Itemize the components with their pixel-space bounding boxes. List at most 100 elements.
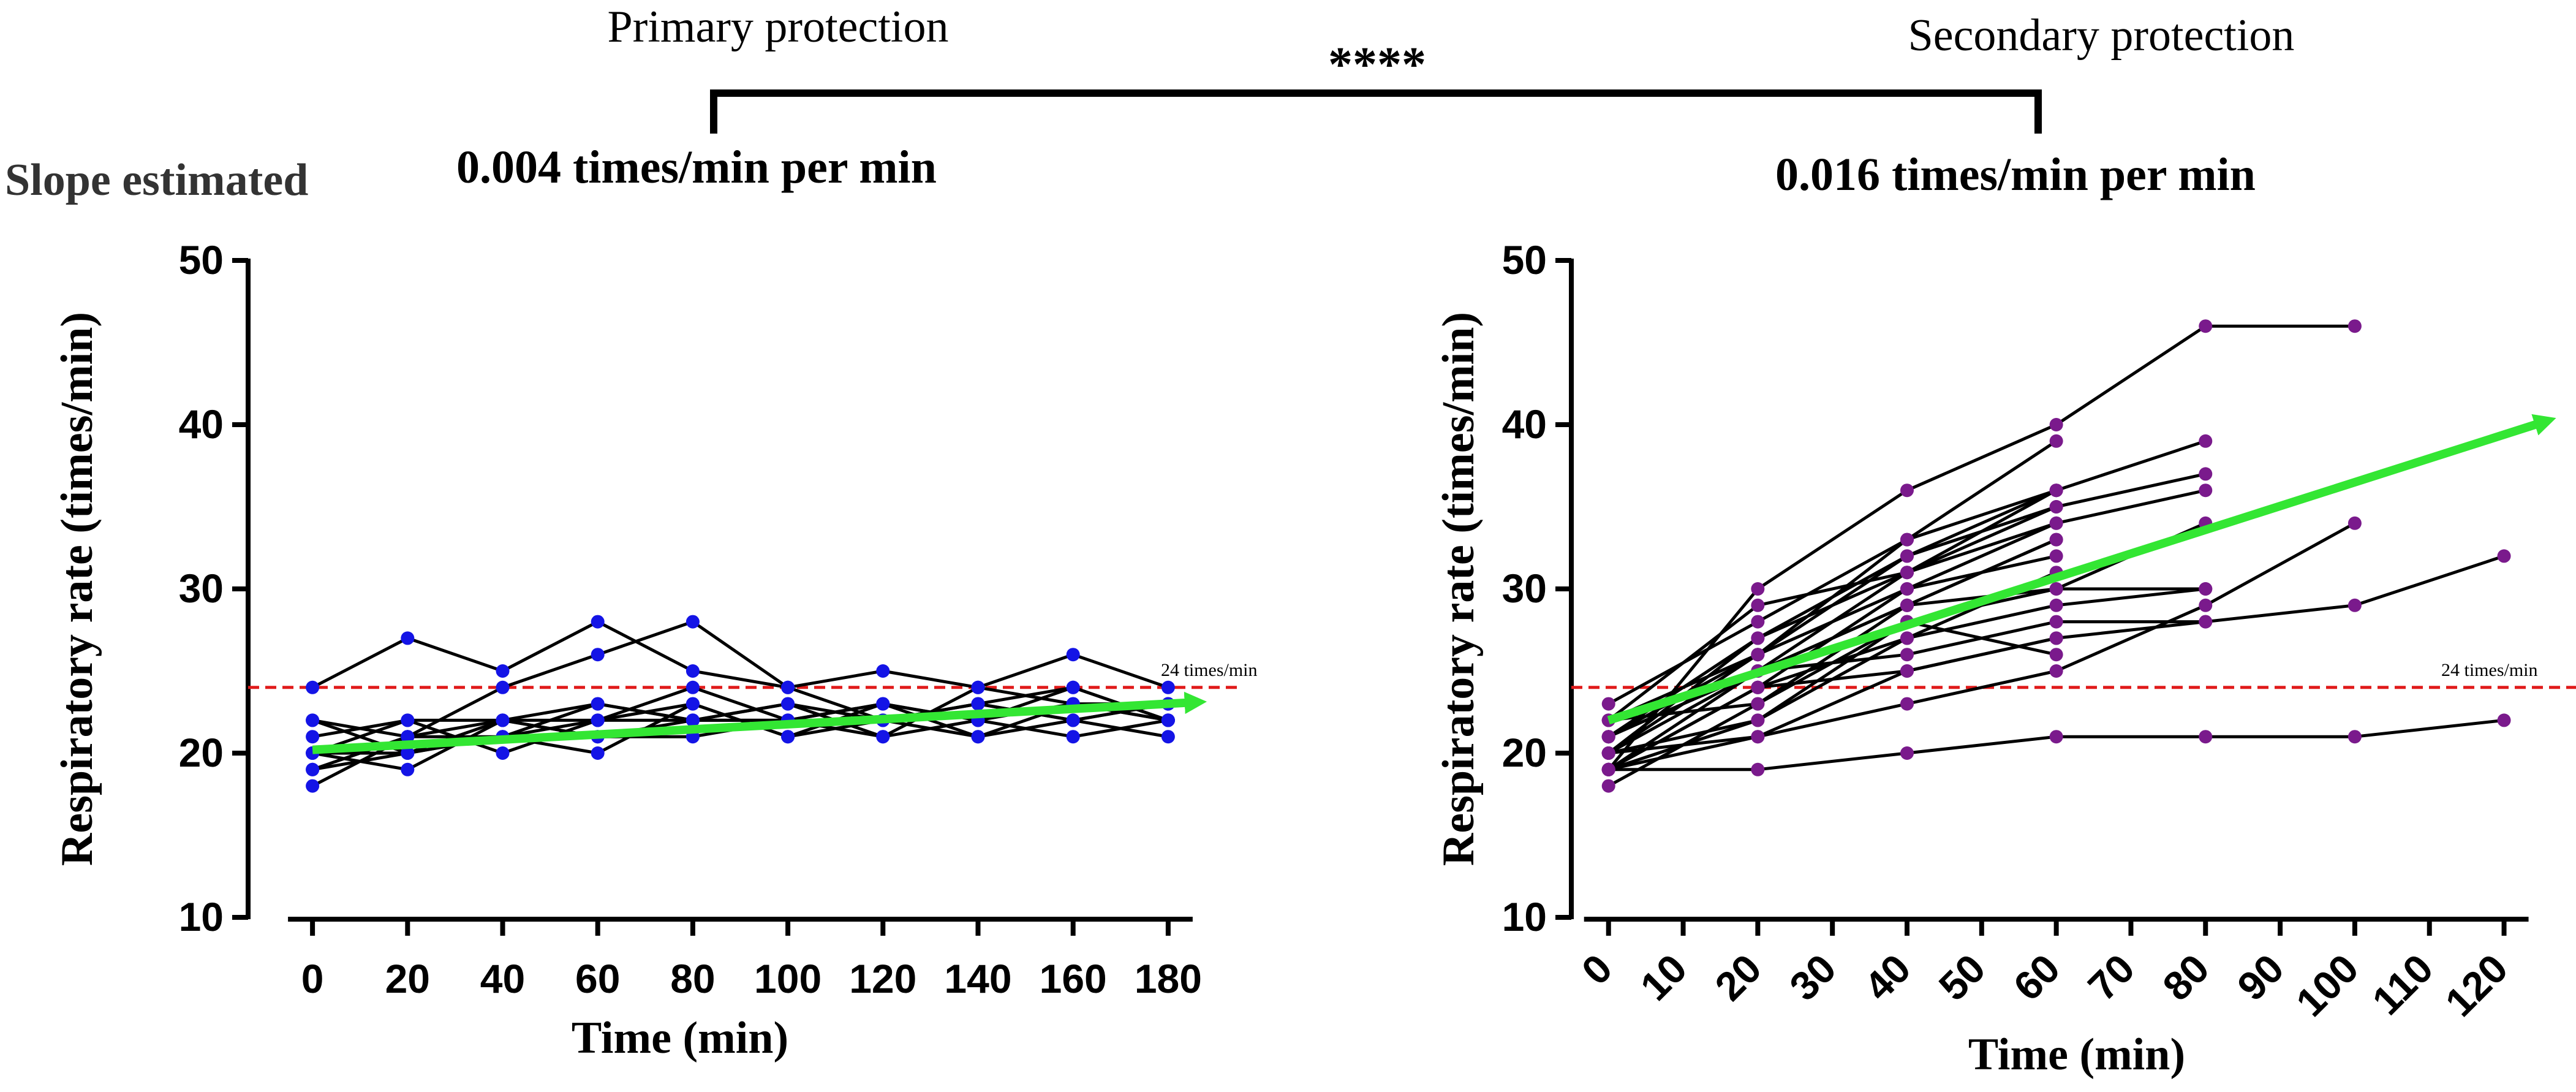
data-point xyxy=(2199,730,2213,744)
data-point xyxy=(2199,615,2213,629)
data-point xyxy=(1601,779,1615,793)
data-point xyxy=(1900,598,1914,612)
series-line xyxy=(1607,521,2057,722)
series-line xyxy=(311,620,1169,689)
x-tick-label: 60 xyxy=(2004,946,2068,1009)
data-point xyxy=(1161,680,1175,694)
x-tick-label: 30 xyxy=(1781,946,1845,1009)
slope-title: Slope estimated xyxy=(5,155,308,205)
x-tick-label: 180 xyxy=(1135,956,1202,1001)
data-point xyxy=(971,697,985,711)
x-tick-label: 20 xyxy=(1706,946,1770,1009)
x-tick-label: 100 xyxy=(754,956,822,1001)
data-point xyxy=(2199,598,2213,612)
y-axis-title: Respiratory rate (times/min) xyxy=(1433,312,1484,866)
primary-protection-chart: 10 20 30 40 50 0 20 40 60 80 100 120 140 160 180 Time (… xyxy=(52,237,1258,1063)
data-point xyxy=(1900,648,1914,662)
x-tick-label: 40 xyxy=(1856,946,1919,1009)
data-point xyxy=(401,746,415,760)
secondary-slope-value: 0.016 times/min per min xyxy=(1775,149,2256,200)
x-tick-label: 20 xyxy=(385,956,430,1001)
data-point xyxy=(1900,631,1914,645)
data-point xyxy=(2049,648,2063,662)
x-tick-label: 0 xyxy=(1573,946,1620,993)
x-tick-label: 10 xyxy=(1631,946,1695,1009)
y-tick-label: 20 xyxy=(1502,730,1547,775)
data-point xyxy=(1066,680,1080,694)
data-point xyxy=(2347,516,2362,530)
y-tick-label: 40 xyxy=(179,401,224,447)
data-point xyxy=(686,664,700,678)
series-line xyxy=(1608,620,2057,722)
data-point xyxy=(1601,697,1615,711)
series-line xyxy=(1608,718,2504,772)
data-point xyxy=(591,648,605,662)
x-tick-label: 0 xyxy=(301,956,324,1001)
data-point xyxy=(1751,582,1765,596)
data-point xyxy=(496,664,510,678)
data-point xyxy=(686,697,700,711)
x-tick-label: 160 xyxy=(1040,956,1107,1001)
data-point xyxy=(2049,582,2063,596)
data-point xyxy=(2347,319,2362,333)
data-point xyxy=(2049,598,2063,612)
data-point xyxy=(686,713,700,727)
data-point xyxy=(1751,615,1765,629)
data-point xyxy=(1601,762,1615,776)
threshold-label: 24 times/min xyxy=(2441,660,2538,680)
data-point xyxy=(306,762,320,776)
data-point xyxy=(2049,434,2063,448)
data-point xyxy=(1066,648,1080,662)
data-point xyxy=(876,664,890,678)
data-point xyxy=(1066,730,1080,744)
x-tick-label: 100 xyxy=(2287,946,2367,1025)
data-point xyxy=(876,697,890,711)
data-point xyxy=(1900,566,1914,580)
x-tick-label: 80 xyxy=(2154,946,2218,1009)
data-point xyxy=(686,615,700,629)
data-point xyxy=(2199,434,2213,448)
y-tick-label: 20 xyxy=(179,730,224,775)
y-tick-label: 30 xyxy=(1502,566,1547,611)
data-point xyxy=(591,713,605,727)
data-point xyxy=(686,680,700,694)
data-point xyxy=(1900,664,1914,678)
data-point xyxy=(591,615,605,629)
data-point xyxy=(1900,483,1914,498)
x-tick-label: 70 xyxy=(2079,946,2143,1009)
data-point xyxy=(1601,746,1615,760)
series-line xyxy=(312,702,1169,772)
data-point xyxy=(1900,746,1914,760)
data-point xyxy=(401,762,415,776)
data-point xyxy=(591,746,605,760)
x-tick-label: 90 xyxy=(2229,946,2292,1009)
x-axis-title: Time (min) xyxy=(1968,1029,2185,1080)
y-tick-label: 40 xyxy=(1502,401,1547,447)
x-tick-label: 110 xyxy=(2363,946,2442,1024)
y-tick-label: 50 xyxy=(1502,237,1547,282)
data-point xyxy=(2347,730,2362,744)
data-point xyxy=(1751,598,1765,612)
data-point xyxy=(1751,631,1765,645)
threshold-label: 24 times/min xyxy=(1161,660,1258,680)
data-point xyxy=(1751,730,1765,744)
data-point xyxy=(2049,533,2063,547)
significance-stars: **** xyxy=(1328,38,1426,92)
data-point xyxy=(1751,680,1765,694)
data-point xyxy=(1900,697,1914,711)
data-point xyxy=(971,730,985,744)
data-point xyxy=(781,680,795,694)
data-point xyxy=(401,631,415,645)
data-point xyxy=(2199,467,2213,481)
data-point xyxy=(2497,713,2511,727)
x-tick-label: 120 xyxy=(2436,946,2516,1025)
data-point xyxy=(781,697,795,711)
data-point xyxy=(496,680,510,694)
data-point xyxy=(401,730,415,744)
data-point xyxy=(2049,418,2063,431)
y-tick-label: 10 xyxy=(1502,894,1547,939)
data-point xyxy=(306,779,320,793)
data-point xyxy=(2199,319,2213,333)
